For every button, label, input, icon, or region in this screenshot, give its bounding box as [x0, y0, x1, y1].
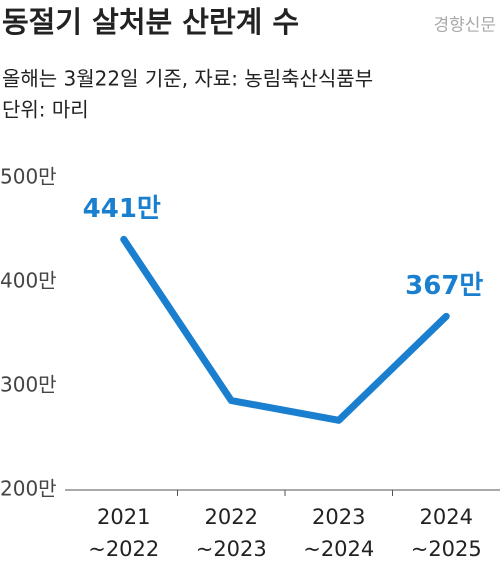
y-tick-label: 500만: [0, 165, 57, 189]
x-tick-label: ~2025: [411, 537, 482, 561]
x-tick-label: ~2024: [303, 537, 374, 561]
line: [120, 235, 450, 424]
data-label: 367만: [405, 271, 483, 301]
y-tick-label: 200만: [0, 477, 57, 501]
x-tick-label: ~2023: [196, 537, 267, 561]
x-tick-label: 2023: [312, 505, 365, 529]
y-tick-label: 400만: [0, 269, 57, 293]
x-tick-label: 2022: [205, 505, 258, 529]
chart-title: 동절기 살처분 산란계 수: [2, 5, 299, 39]
subtitle: 올해는 3월22일 기준, 자료: 농림축산식품부: [2, 67, 373, 91]
data-label: 441만: [83, 194, 161, 224]
subtitle: 단위: 마리: [2, 98, 89, 122]
x-tick-label: ~2022: [88, 537, 159, 561]
x-tick-label: 2021: [97, 505, 150, 529]
y-tick-label: 300만: [0, 373, 57, 397]
source-mark: 경향신문: [433, 16, 496, 36]
x-tick-label: 2024: [420, 505, 473, 529]
